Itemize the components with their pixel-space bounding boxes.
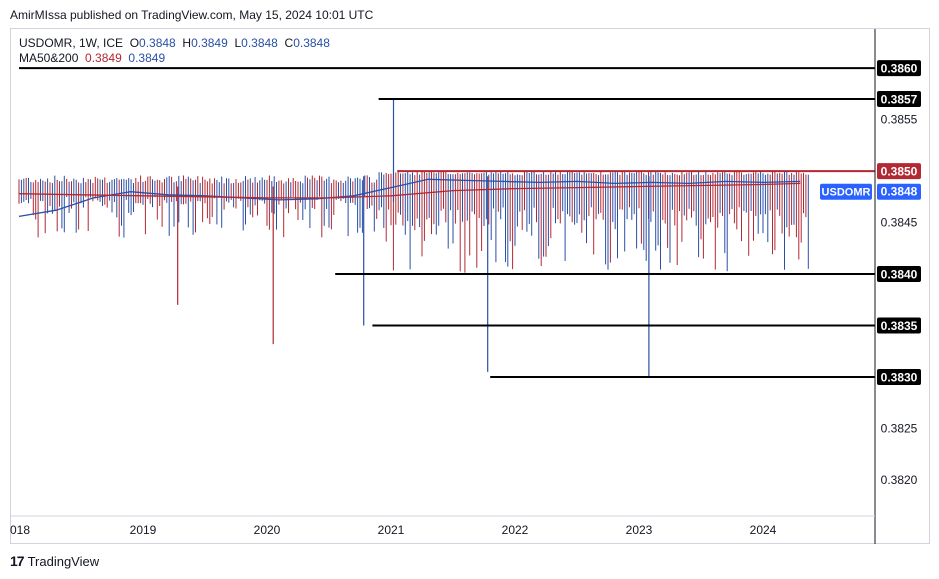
legend-symbol-row: USDOMR, 1W, ICE O0.3848 H0.3849 L0.3848 … [19,36,330,51]
horizontal-levels: 0.3860 0.3857 0.3850 0.3840 0.3835 0.3830 USDO… [19,60,921,385]
chart-legend: USDOMR, 1W, ICE O0.3848 H0.3849 L0.3848 … [19,36,330,66]
y-tick-label: 0.3845 [881,216,918,230]
level-label-box-0.3857 [877,91,921,107]
last-price-symbol: USDOMR [822,187,871,199]
symbol-info: USDOMR, 1W, ICE [19,36,124,50]
open-label: O [129,36,140,50]
ma200-value: 0.3849 [128,51,166,65]
tradingview-logo-icon: 17 [10,553,25,569]
low-value: 0.3848 [241,36,278,50]
moving-averages [18,178,801,218]
low-label: L [234,36,242,50]
level-label-box-0.3850 [877,163,921,180]
level-label-0.3857: 0.3857 [881,93,918,107]
brand-name: TradingView [27,553,100,569]
y-tick-label: 0.3825 [881,422,918,436]
price-bars [18,99,809,377]
ma-line-ma50 [18,178,801,218]
x-tick-label: 2024 [750,523,777,537]
close-label: C [284,36,294,50]
last-price-label: 0.3848 [881,185,918,199]
ma50-value: 0.3849 [85,51,122,65]
y-tick-label: 0.3855 [881,113,918,127]
level-label-box-0.3835 [877,317,921,334]
close-value: 0.3848 [293,36,330,50]
x-tick-label: 2022 [502,523,529,537]
y-tick-label: 0.3820 [881,473,918,487]
level-label-box-0.3840 [877,266,921,282]
level-label-0.3840: 0.3840 [881,268,918,282]
legend-ma-row: MA50&200 0.3849 0.3849 [19,51,330,66]
open-value: 0.3848 [139,36,176,50]
level-label-0.3830: 0.3830 [881,371,918,385]
last-price-box [877,183,921,200]
level-label-box-0.3830 [877,369,921,385]
level-label-box-0.3860 [877,60,921,77]
ma-line-ma200 [18,182,801,199]
tradingview-brand[interactable]: 17 TradingView [10,553,99,569]
x-tick-label: 018 [10,523,30,537]
ma-label: MA50&200 [19,51,79,65]
last-price-symbol-box [820,183,872,200]
published-by-text: AmirMIssa published on TradingView.com, … [10,8,374,22]
x-tick-label: 2023 [626,523,653,537]
x-tick-label: 2021 [378,523,405,537]
level-label-0.3850: 0.3850 [881,165,918,179]
chart-frame [10,28,930,544]
level-label-0.3860: 0.3860 [881,62,918,76]
axes: 0.3820 0.3825 0.3845 0.3855 018 2019 2020 2021 2… [10,29,918,544]
x-tick-label: 2020 [254,523,281,537]
level-label-0.3835: 0.3835 [881,319,918,333]
high-label: H [182,36,192,50]
x-tick-label: 2019 [130,523,157,537]
high-value: 0.3849 [191,36,228,50]
